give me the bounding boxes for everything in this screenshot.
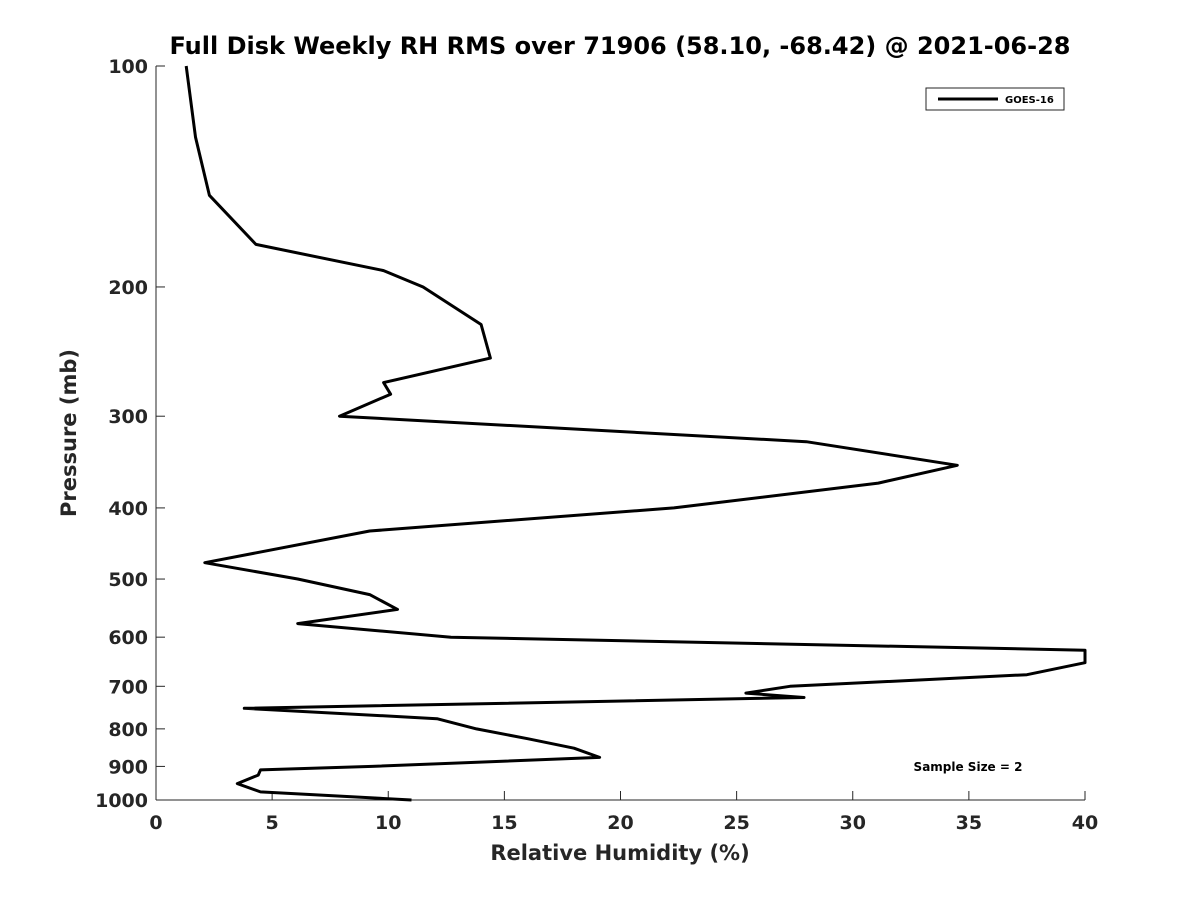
legend: GOES-16 <box>925 87 1065 111</box>
x-tick-label-35: 35 <box>956 812 982 834</box>
y-tick-label-100: 100 <box>108 56 148 78</box>
x-tick-label-25: 25 <box>723 812 749 834</box>
y-tick-label-300: 300 <box>108 406 148 428</box>
x-tick-label-10: 10 <box>375 812 401 834</box>
x-axis-ticks: 0 5 10 15 20 25 30 35 40 <box>149 791 1098 834</box>
x-tick-label-5: 5 <box>266 812 279 834</box>
y-tick-label-800: 800 <box>108 719 148 741</box>
series-layer <box>184 65 1087 802</box>
x-tick-label-20: 20 <box>607 812 633 834</box>
y-tick-label-1000: 1000 <box>95 790 148 812</box>
series-line-0 <box>184 65 1087 802</box>
y-tick-label-500: 500 <box>108 569 148 591</box>
x-axis-label: Relative Humidity (%) <box>490 841 749 865</box>
y-tick-label-900: 900 <box>108 756 148 778</box>
y-axis-ticks: 100 200 300 400 500 600 700 800 900 1000 <box>95 56 165 812</box>
legend-label-goes16: GOES-16 <box>1005 95 1054 106</box>
y-axis-label: Pressure (mb) <box>57 349 81 517</box>
chart-title: Full Disk Weekly RH RMS over 71906 (58.1… <box>169 32 1070 60</box>
sample-size-annotation: Sample Size = 2 <box>914 760 1023 774</box>
y-tick-label-600: 600 <box>108 627 148 649</box>
x-tick-label-40: 40 <box>1072 812 1098 834</box>
x-tick-label-30: 30 <box>840 812 866 834</box>
y-tick-label-400: 400 <box>108 498 148 520</box>
x-tick-label-0: 0 <box>149 812 162 834</box>
y-tick-label-700: 700 <box>108 676 148 698</box>
y-tick-label-200: 200 <box>108 277 148 299</box>
x-tick-label-15: 15 <box>491 812 517 834</box>
